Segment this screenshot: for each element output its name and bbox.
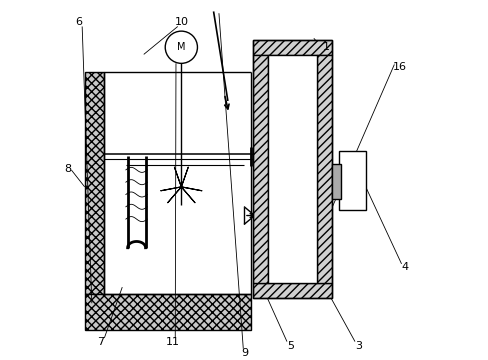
Text: 9: 9 (242, 348, 249, 358)
Text: 6: 6 (75, 17, 82, 27)
Bar (85, 72, 104, 294)
Bar (85, 294, 251, 330)
Bar (253, 55, 268, 283)
Bar (253, 40, 332, 55)
Text: 3: 3 (355, 341, 362, 351)
Bar (339, 151, 366, 210)
Text: 5: 5 (287, 341, 294, 351)
Bar (317, 55, 332, 283)
Text: M: M (177, 42, 185, 52)
Bar (268, 55, 317, 283)
Circle shape (165, 31, 198, 63)
Text: 4: 4 (402, 262, 408, 273)
Bar (332, 163, 341, 199)
Text: 1: 1 (323, 42, 330, 52)
Bar (253, 40, 332, 298)
Text: 7: 7 (97, 337, 104, 347)
Bar (253, 283, 332, 298)
Text: 10: 10 (174, 17, 188, 27)
Text: 8: 8 (64, 164, 71, 174)
Text: 11: 11 (166, 337, 180, 347)
Text: 16: 16 (393, 62, 407, 72)
